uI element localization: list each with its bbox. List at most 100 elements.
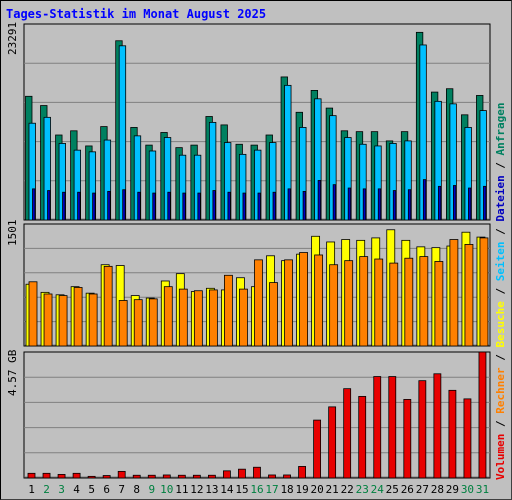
bar-volumen-day-13 <box>207 474 216 479</box>
bar-rechner-day-15 <box>239 288 248 347</box>
bar-dateien-day-28 <box>437 185 442 221</box>
bar-volumen-day-8 <box>132 474 141 479</box>
bar-volumen-day-14 <box>223 470 231 479</box>
bar-volumen-day-3 <box>57 474 66 479</box>
x-tick-label-day-24: 24 <box>371 483 385 496</box>
legend-item: / <box>494 347 507 368</box>
bar-volumen-day-1 <box>27 472 36 479</box>
x-tick-label-day-19: 19 <box>295 483 308 496</box>
bar-rechner-day-14 <box>224 274 233 347</box>
bar-rechner-day-4 <box>73 287 83 347</box>
chart-title: Tages-Statistik im Monat August 2025 <box>6 7 267 21</box>
x-tick-label-day-17: 17 <box>265 483 278 496</box>
bar-volumen-day-12 <box>192 474 201 479</box>
bar-rechner-day-8 <box>133 299 143 347</box>
x-tick-label-day-4: 4 <box>73 483 80 496</box>
bar-rechner-day-6 <box>103 265 113 347</box>
bar-volumen-day-19 <box>298 466 306 479</box>
bar-dateien-day-18 <box>287 188 291 221</box>
middle-panel-max-label: 1501 <box>6 219 19 247</box>
bar-rechner-day-3 <box>58 295 68 347</box>
bar-dateien-day-31 <box>483 185 487 221</box>
x-tick-label-day-27: 27 <box>416 483 429 496</box>
bar-dateien-day-21 <box>332 184 337 221</box>
x-tick-label-day-10: 10 <box>160 483 173 496</box>
bar-dateien-day-8 <box>137 191 141 221</box>
bar-rechner-day-18 <box>284 259 293 347</box>
bar-volumen-day-11 <box>177 474 186 479</box>
x-tick-label-day-2: 2 <box>43 483 50 496</box>
bar-dateien-day-17 <box>272 191 276 221</box>
bottom-panel-max-label: 4.57 GB <box>6 349 19 396</box>
bar-rechner-day-7 <box>118 300 128 347</box>
bar-dateien-day-11 <box>182 192 186 221</box>
bar-volumen-day-25 <box>388 376 397 479</box>
bar-volumen-day-26 <box>403 399 412 479</box>
legend-item: Anfragen <box>494 102 507 156</box>
bar-rechner-day-25 <box>389 262 399 347</box>
bar-volumen-day-21 <box>328 406 337 479</box>
bar-dateien-day-30 <box>468 187 472 221</box>
legend-item: / <box>494 413 507 434</box>
bar-rechner-day-31 <box>479 237 489 347</box>
x-tick-label-day-23: 23 <box>356 483 369 496</box>
bar-rechner-day-13 <box>208 289 218 347</box>
bar-dateien-day-27 <box>422 179 427 221</box>
x-tick-label-day-20: 20 <box>311 483 324 496</box>
bar-dateien-day-10 <box>167 191 171 221</box>
bar-volumen-day-28 <box>433 373 442 479</box>
bar-rechner-day-28 <box>434 261 444 347</box>
bar-volumen-day-5 <box>87 475 96 479</box>
bar-dateien-day-6 <box>107 190 111 221</box>
x-tick-label-day-31: 31 <box>476 483 489 496</box>
bar-dateien-day-23 <box>362 188 367 221</box>
bar-dateien-day-25 <box>392 190 397 221</box>
x-tick-label-day-14: 14 <box>220 483 234 496</box>
legend-item: / <box>494 221 507 242</box>
bar-dateien-day-22 <box>347 187 352 221</box>
bottom-panel-frame <box>23 351 491 479</box>
bar-dateien-day-2 <box>47 190 51 221</box>
bar-volumen-day-31 <box>478 351 487 479</box>
x-tick-label-day-15: 15 <box>235 483 248 496</box>
x-tick-label-day-29: 29 <box>446 483 459 496</box>
legend-item: Volumen <box>494 433 507 480</box>
bar-rechner-day-19 <box>299 252 308 347</box>
bar-rechner-day-17 <box>269 282 278 347</box>
x-tick-label-day-7: 7 <box>118 483 125 496</box>
x-tick-label-day-9: 9 <box>148 483 155 496</box>
bar-dateien-day-1 <box>32 188 36 221</box>
bar-rechner-day-26 <box>404 257 414 347</box>
x-tick-label-day-21: 21 <box>326 483 339 496</box>
bar-volumen-day-16 <box>253 466 261 479</box>
x-tick-label-day-30: 30 <box>461 483 474 496</box>
x-tick-label-day-6: 6 <box>103 483 110 496</box>
bar-dateien-day-3 <box>62 191 66 221</box>
bar-rechner-day-29 <box>449 239 459 347</box>
bar-volumen-day-30 <box>463 398 472 479</box>
bar-volumen-day-20 <box>313 419 322 479</box>
bar-rechner-day-5 <box>88 293 98 347</box>
x-tick-label-day-16: 16 <box>250 483 263 496</box>
bar-volumen-day-22 <box>343 388 352 479</box>
bar-rechner-day-16 <box>254 259 263 347</box>
bar-rechner-day-24 <box>374 258 384 347</box>
bar-volumen-day-15 <box>238 468 246 479</box>
x-tick-label-day-25: 25 <box>386 483 399 496</box>
bar-volumen-day-7 <box>117 470 126 479</box>
bar-dateien-day-5 <box>92 192 96 221</box>
bar-dateien-day-13 <box>212 190 216 221</box>
bar-volumen-day-9 <box>147 474 156 479</box>
bar-rechner-day-27 <box>419 256 429 347</box>
bar-volumen-day-18 <box>283 474 291 479</box>
bar-volumen-day-24 <box>373 376 382 479</box>
x-tick-label-day-12: 12 <box>190 483 203 496</box>
bar-dateien-day-16 <box>257 192 261 221</box>
bar-rechner-day-20 <box>314 254 324 347</box>
bar-dateien-day-9 <box>152 192 156 221</box>
bar-volumen-day-6 <box>102 475 111 479</box>
bar-dateien-day-20 <box>317 180 322 221</box>
bar-rechner-day-21 <box>329 264 339 347</box>
bar-rechner-day-23 <box>359 256 369 347</box>
